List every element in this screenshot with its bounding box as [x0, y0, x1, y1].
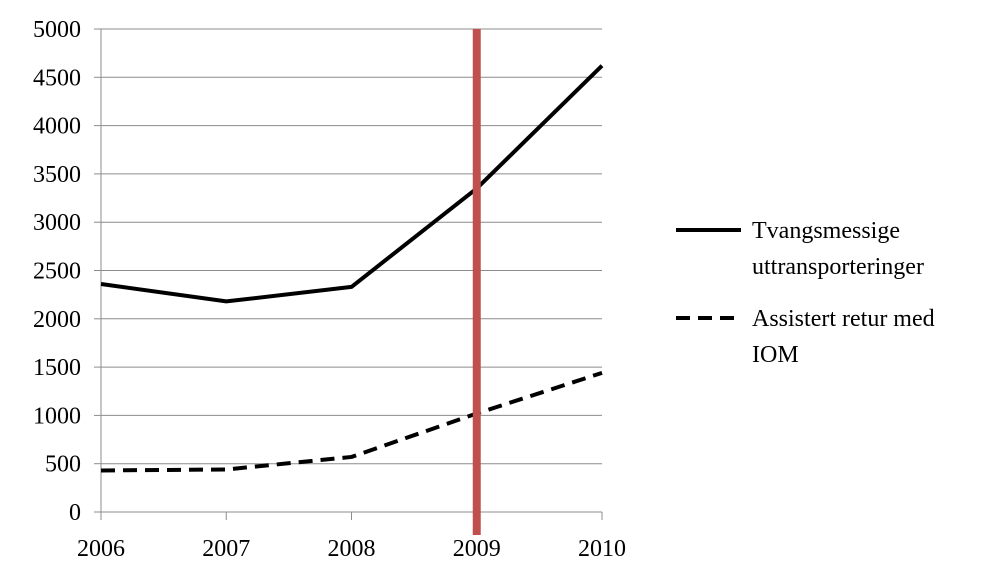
series-lines: [100, 64, 604, 473]
gridlines: [101, 28, 602, 465]
y-tick-label: 3500: [33, 162, 81, 188]
x-tick-label: 2008: [328, 536, 376, 562]
marker-line-2009: [472, 29, 481, 535]
y-tick-label: 1000: [33, 403, 81, 429]
axes: [94, 28, 603, 520]
legend-label-1: Tvangsmessige: [752, 218, 900, 244]
series-line-1: [100, 64, 604, 304]
y-tick-label: 1500: [33, 355, 81, 381]
legend-label-2: Assistert retur med: [752, 306, 935, 332]
x-tick-label: 2006: [77, 536, 125, 562]
y-tick-label: 2500: [33, 259, 81, 285]
x-tick-label: 2009: [453, 536, 501, 562]
y-tick-label: 5000: [33, 17, 81, 43]
y-tick-label: 4000: [33, 114, 81, 140]
y-tick-label: 500: [45, 452, 81, 478]
x-tick-labels: 2006 2007 2008 2009 2010: [77, 536, 626, 562]
vertical-marker: [472, 29, 481, 535]
legend-label-2: IOM: [752, 342, 799, 368]
y-tick-label: 4500: [33, 65, 81, 91]
x-tick-label: 2007: [202, 536, 250, 562]
y-tick-label: 2000: [33, 307, 81, 333]
y-tick-label: 3000: [33, 210, 81, 236]
y-tick-labels: 0 500 1000 1500 2000 2500 3000 3500 4000 4500 5000: [33, 17, 81, 526]
y-tick-label: 0: [69, 500, 81, 526]
legend: Tvangsmessige uttransporteringer Assistert…: [676, 218, 935, 368]
series-line-2: [100, 370, 603, 473]
x-tick-label: 2010: [578, 536, 626, 562]
legend-label-1: uttransporteringer: [752, 254, 924, 280]
